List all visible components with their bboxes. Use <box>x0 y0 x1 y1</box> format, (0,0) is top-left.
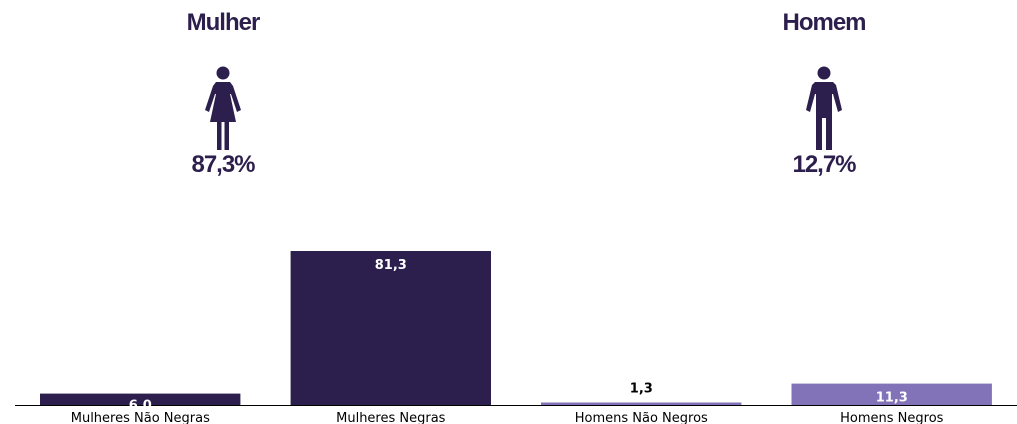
bar-0 <box>40 393 241 405</box>
male-percent: 12,7% <box>792 151 856 178</box>
x-tick-label-0: Mulheres Não Negras <box>71 411 210 424</box>
male-person-icon <box>724 66 924 150</box>
female-person-icon <box>123 66 323 150</box>
x-tick-label-1: Mulheres Negras <box>336 411 446 424</box>
female-percent: 87,3% <box>191 151 255 178</box>
female-title: Mulher <box>186 9 261 36</box>
male-title: Homem <box>782 9 866 36</box>
bar-1 <box>290 251 491 405</box>
bar-3 <box>791 383 992 405</box>
data-label-0: 6,0 <box>129 399 152 414</box>
data-label-1: 81,3 <box>375 258 407 273</box>
x-tick-label-2: Homens Não Negros <box>575 411 708 424</box>
bar-2 <box>541 402 742 405</box>
x-tick-label-3: Homens Negros <box>840 411 944 424</box>
male-summary: Homem 12,7% <box>724 0 924 180</box>
data-label-2: 1,3 <box>630 382 653 397</box>
data-label-3: 11,3 <box>876 391 908 406</box>
female-summary: Mulher 87,3% <box>123 0 323 180</box>
